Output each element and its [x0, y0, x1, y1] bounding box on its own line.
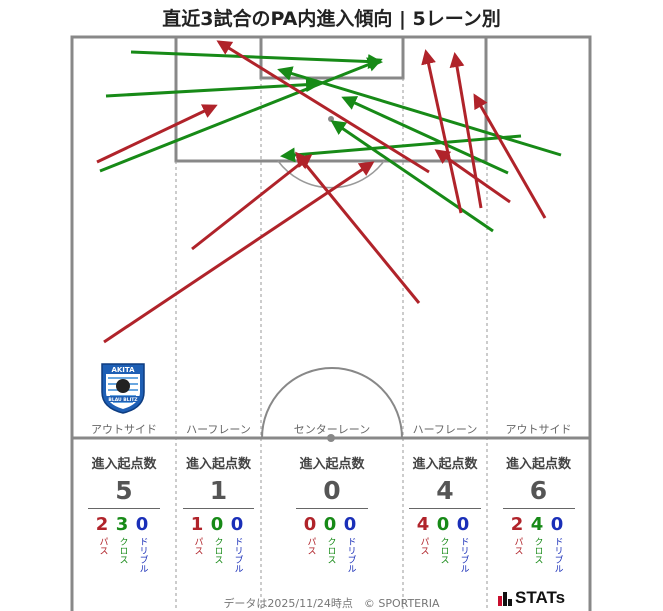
pass-label: パス [305, 537, 316, 555]
breakdown-half-right: 4 パス 0 クロス 0 ドリブル [415, 514, 471, 573]
pass-arrow [216, 40, 430, 174]
entry-total: 5 [115, 476, 133, 505]
stat-divider [503, 508, 575, 509]
dribble-label: ドリブル [458, 537, 469, 573]
pass-label: パス [97, 537, 108, 555]
dribble-count: 0 [135, 514, 149, 535]
breakdown-outside-right: 2 パス 4 クロス 0 ドリブル [509, 514, 565, 573]
entry-total: 4 [436, 476, 454, 505]
stats-brand-text: STATs [515, 588, 566, 607]
pass-count: 4 [416, 514, 430, 535]
stats-bars-icon [498, 592, 512, 606]
svg-text:AKITA: AKITA [111, 366, 135, 374]
lane-label-half-left: ハーフレーン [186, 423, 251, 436]
cross-arrow [277, 66, 562, 157]
lane-label-center: センターレーン [293, 423, 371, 436]
pass-count: 2 [95, 514, 109, 535]
pass-label: パス [512, 537, 523, 555]
entry-count-header: 進入起点数 [299, 457, 365, 472]
entry-total: 6 [529, 476, 548, 505]
dribble-label: ドリブル [552, 537, 563, 573]
entry-count-header: 進入起点数 [505, 457, 571, 472]
cross-label: クロス [438, 537, 449, 564]
cross-arrow [99, 57, 383, 173]
dribble-label: ドリブル [345, 537, 356, 573]
pass-arrow [434, 149, 511, 204]
cross-arrow [105, 77, 321, 98]
cross-arrow [341, 96, 509, 175]
stat-divider [88, 508, 160, 509]
pass-label: パス [192, 537, 203, 555]
cross-count: 4 [530, 514, 544, 535]
pass-arrow [473, 93, 547, 219]
cross-label: クロス [325, 537, 336, 564]
dribble-label: ドリブル [137, 537, 148, 573]
pass-count: 2 [510, 514, 524, 535]
svg-text:BLAU BLITZ: BLAU BLITZ [108, 397, 138, 403]
footer-credit: データは2025/11/24時点 © SPORTERIA [223, 597, 440, 610]
entry-total: 0 [323, 476, 341, 505]
dribble-label: ドリブル [232, 537, 243, 573]
stat-divider [183, 508, 254, 509]
pass-arrow [103, 161, 375, 344]
club-crest-logo: AKITA BLAU BLITZ [101, 363, 145, 414]
dribble-count: 0 [456, 514, 470, 535]
center-spot [327, 434, 335, 442]
dribble-count: 0 [343, 514, 357, 535]
cross-label: クロス [117, 537, 128, 564]
lane-label-outside-left: アウトサイド [91, 423, 157, 436]
cross-arrow [130, 50, 383, 70]
cross-label: クロス [532, 537, 543, 564]
cross-arrow [280, 134, 522, 163]
penalty-spot [328, 116, 334, 122]
entry-count-header: 進入起点数 [91, 457, 157, 472]
stat-divider [409, 508, 481, 509]
stats-logo: STATs [498, 588, 565, 608]
pass-count: 1 [190, 514, 204, 535]
page-title: 直近3試合のPA内進入傾向 | 5レーン別 [162, 8, 501, 30]
breakdown-half-left: 1 パス 0 クロス 0 ドリブル [189, 514, 245, 573]
pass-arrow [449, 52, 483, 209]
pass-arrow [421, 49, 463, 214]
pass-arrow [295, 151, 421, 304]
entry-total: 1 [209, 476, 228, 505]
pass-label: パス [418, 537, 429, 555]
cross-count: 3 [115, 514, 129, 535]
pass-arrow [96, 104, 218, 164]
entry-count-header: 進入起点数 [412, 457, 478, 472]
breakdown-outside-left: 2 パス 3 クロス 0 ドリブル [94, 514, 150, 573]
lane-label-half-right: ハーフレーン [412, 423, 478, 436]
lane-label-outside-right: アウトサイド [505, 423, 572, 436]
cross-label: クロス [212, 537, 223, 564]
cross-count: 0 [210, 514, 224, 535]
pass-count: 0 [303, 514, 317, 535]
cross-count: 0 [323, 514, 337, 535]
pass-arrow [191, 154, 313, 251]
center-circle [261, 367, 403, 439]
cross-count: 0 [436, 514, 450, 535]
stat-divider [296, 508, 368, 509]
breakdown-center: 0 パス 0 クロス 0 ドリブル [302, 514, 358, 573]
dribble-count: 0 [230, 514, 244, 535]
cross-arrow [330, 120, 494, 233]
dribble-count: 0 [550, 514, 564, 535]
entry-count-header: 進入起点数 [185, 457, 251, 472]
